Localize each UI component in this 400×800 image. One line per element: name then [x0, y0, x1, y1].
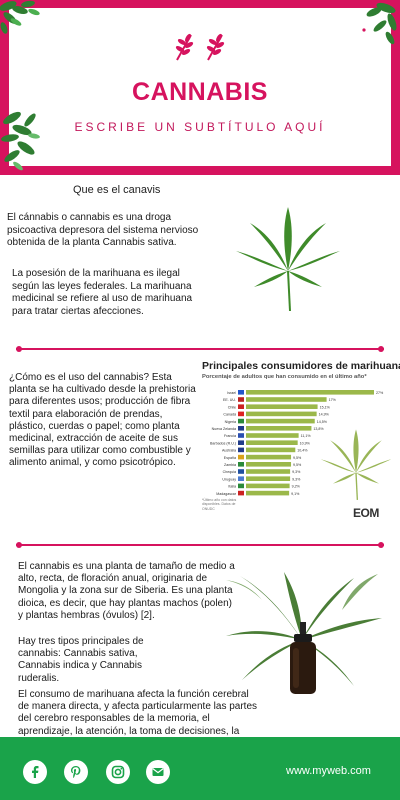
plant-decoration-left: [1, 111, 40, 171]
chart-title: Principales consumidores de marihuana: [202, 360, 400, 372]
pinterest-button[interactable]: [64, 760, 88, 784]
section-divider: [16, 346, 384, 352]
section-divider: [16, 542, 384, 548]
footer-bar: www.myweb.com: [0, 737, 400, 800]
page-title: CANNABIS: [132, 78, 268, 106]
chart-flag-icon: [238, 397, 244, 402]
chart-subtitle: Porcentaje de adultos que han consumido …: [202, 374, 367, 380]
chart-flag-icon: [238, 454, 244, 460]
chart-value-label: 10,4%: [297, 449, 308, 453]
chart-value-label: 27%: [376, 391, 384, 395]
pinterest-icon: [71, 766, 81, 778]
chart-flag-icon: [238, 440, 244, 445]
chart-flag-icon: [238, 404, 244, 409]
chart-value-label: 9,5%: [293, 456, 302, 460]
chart-bar: [246, 454, 292, 460]
chart-bar: [246, 404, 318, 409]
cannabis-leaf-image: [236, 207, 340, 312]
chart-category-label: EE. UU.: [223, 398, 236, 402]
chart-flag-icon: [238, 390, 244, 395]
instagram-icon: [111, 765, 125, 779]
chart-leaf-watermark: [320, 429, 392, 500]
chart-category-label: Australia: [222, 449, 236, 453]
chart-flag-icon: [238, 483, 244, 489]
chart-category-label: Francia: [224, 434, 236, 438]
website-link[interactable]: www.myweb.com: [286, 765, 371, 777]
chart-category-label: Zambia: [224, 463, 236, 467]
section-heading: Que es el canavis: [73, 184, 161, 196]
chart-value-label: 13,8%: [313, 427, 324, 431]
facebook-icon: [32, 766, 39, 778]
chart-value-label: 11,1%: [301, 434, 312, 438]
chart-bar: [246, 490, 290, 496]
intro-paragraph: El cánnabis o cannabis es una droga psic…: [7, 212, 199, 248]
chart-bar: [246, 426, 312, 431]
cannabis-oil-image: [226, 572, 382, 694]
chart-bar: [246, 418, 315, 424]
mail-icon: [152, 768, 164, 776]
description-paragraph: El cannabis es una planta de tamaño de m…: [18, 561, 235, 621]
chart-category-label: Chile: [228, 405, 236, 409]
chart-bar: [246, 397, 327, 402]
chart-bar: [246, 469, 291, 474]
chart-category-label: Barbados (R.U.): [210, 441, 236, 445]
chart-value-label: 9,3%: [292, 477, 301, 481]
chart-bar: [246, 411, 317, 417]
chart-value-label: 9,1%: [291, 492, 300, 496]
chart-flag-icon: [238, 426, 244, 431]
chart-flag-icon: [238, 418, 244, 424]
plant-decoration-top-right: [362, 2, 397, 45]
chart-flag-icon: [238, 411, 244, 417]
chart-bar: [246, 390, 374, 395]
chart-bar: [246, 483, 290, 489]
chart-bar: [246, 433, 299, 438]
chart-flag-icon: [238, 462, 244, 467]
chart-plot: Israel 27% EE. UU. 17% Chile 15,1% Canadá 14,9%…: [210, 390, 384, 496]
chart-flag-icon: [238, 490, 244, 496]
chart-flag-icon: [238, 447, 244, 453]
chart-value-label: 14,9%: [319, 413, 330, 417]
chart-value-label: 17%: [329, 398, 337, 402]
header-banner: CANNABIS ESCRIBE UN SUBTÍTULO AQUÍ: [0, 0, 400, 175]
leaf-emblem-right-icon: [206, 33, 225, 61]
consumers-chart: Principales consumidores de marihuana Po…: [200, 358, 400, 522]
chart-value-label: 9,2%: [292, 485, 301, 489]
types-paragraph: Hay tres tipos principales de cannabis: …: [18, 636, 144, 684]
chart-value-label: 9,3%: [292, 470, 301, 474]
plant-decoration-top-left: [0, 0, 40, 34]
chart-category-label: Canadá: [223, 413, 236, 417]
header-card: [9, 8, 391, 166]
chart-value-label: 14,5%: [317, 420, 328, 424]
chart-category-label: Nueva Zelanda: [212, 427, 236, 431]
chart-category-label: Chequia: [223, 470, 236, 474]
leaf-emblem-left-icon: [175, 33, 194, 61]
chart-value-label: 10,9%: [300, 441, 311, 445]
chart-bar: [246, 462, 292, 467]
usage-paragraph: ¿Cómo es el uso del cannabis? Esta plant…: [9, 372, 196, 469]
chart-category-label: España: [224, 456, 236, 460]
chart-flag-icon: [238, 476, 244, 481]
legal-paragraph: La posesión de la marihuana es ilegal se…: [12, 268, 193, 317]
chart-brand-logo: EOM: [353, 506, 379, 520]
chart-flag-icon: [238, 469, 244, 474]
chart-flag-icon: [238, 433, 244, 438]
chart-bar: [246, 476, 291, 481]
chart-value-label: 15,1%: [320, 405, 331, 409]
chart-category-label: Italia: [228, 485, 236, 489]
chart-value-label: 9,5%: [293, 463, 302, 467]
instagram-button[interactable]: [106, 760, 130, 784]
facebook-button[interactable]: [23, 760, 47, 784]
chart-bar: [246, 440, 298, 445]
chart-category-label: Israel: [227, 391, 236, 395]
chart-note: *Último año con datos disponibles. Datos…: [202, 498, 237, 511]
chart-category-label: Nigeria: [225, 420, 236, 424]
mail-button[interactable]: [146, 760, 170, 784]
chart-category-label: Uruguay: [222, 477, 236, 481]
page-subtitle: ESCRIBE UN SUBTÍTULO AQUÍ: [74, 120, 326, 134]
chart-category-label: Madagascar: [216, 492, 237, 496]
chart-bar: [246, 447, 296, 453]
